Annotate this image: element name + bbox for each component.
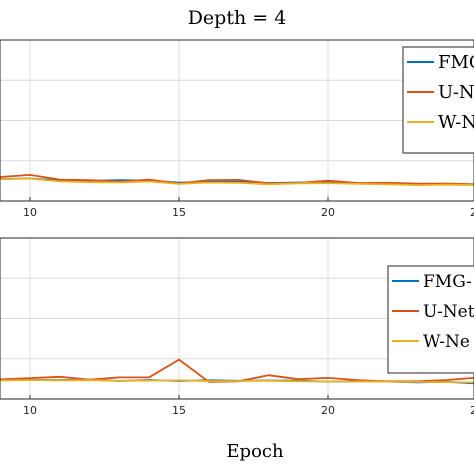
legend-label: FMG bbox=[438, 52, 474, 73]
bottom-series-lines bbox=[0, 358, 474, 385]
x-tick-label: 10 bbox=[23, 404, 37, 417]
x-tick-label: 20 bbox=[321, 206, 335, 219]
legend-box bbox=[402, 46, 474, 154]
top-x-ticks: 101520253035 bbox=[23, 197, 474, 219]
series-line-u-n bbox=[0, 173, 474, 186]
top-legend: FMG U-N W-N bbox=[402, 46, 474, 154]
bottom-plot-frame bbox=[0, 237, 474, 400]
x-tick-label: 10 bbox=[23, 206, 37, 219]
x-axis-label: Epoch bbox=[226, 441, 284, 462]
legend-label: W-Ne bbox=[423, 332, 470, 352]
x-tick-label: 15 bbox=[172, 206, 186, 219]
bottom-legend: FMG- U-Net W-Ne bbox=[387, 265, 474, 374]
x-tick-label: 20 bbox=[321, 404, 335, 417]
x-tick-label: 15 bbox=[172, 404, 186, 417]
top-gridlines bbox=[0, 40, 474, 201]
series-line-w-ne bbox=[0, 379, 474, 384]
x-tick-label: 25 bbox=[470, 206, 474, 219]
top-plot-frame bbox=[0, 39, 474, 202]
legend-label: U-N bbox=[438, 82, 474, 103]
series-line-w-n bbox=[0, 177, 474, 187]
top-chart-panel: 101520253035 FMGU-NW-N bbox=[0, 39, 474, 219]
bottom-x-ticks: 101520253035 bbox=[23, 395, 474, 417]
top-series-lines bbox=[0, 173, 474, 187]
legend-label: W-N bbox=[438, 112, 474, 133]
legend-label: FMG- bbox=[423, 272, 472, 292]
x-tick-label: 25 bbox=[470, 404, 474, 417]
legend-box bbox=[387, 265, 474, 374]
chart-title: Depth = 4 bbox=[188, 7, 287, 29]
legend-label: U-Net bbox=[423, 302, 474, 322]
